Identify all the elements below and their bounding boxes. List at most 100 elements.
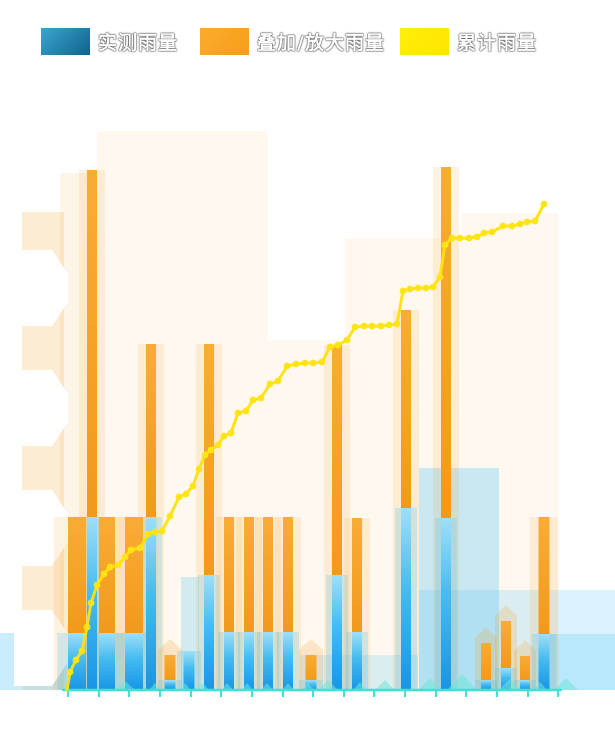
- measured-rain-bar: [401, 508, 411, 690]
- axis-triangle-decoration: [302, 683, 314, 690]
- cumulative-rain-point: [301, 359, 309, 367]
- amplified-rain-bar: [224, 517, 234, 632]
- cumulative-rain-point: [195, 465, 203, 473]
- cumulative-rain-point: [292, 360, 300, 368]
- cumulative-rain-point: [106, 563, 114, 571]
- measured-rain-bar: [204, 575, 214, 690]
- cumulative-rain-point: [436, 273, 444, 281]
- cumulative-rain-point: [480, 229, 488, 237]
- cumulative-rain-point: [422, 284, 430, 292]
- cumulative-rain-point: [166, 512, 174, 520]
- cumulative-rain-point: [87, 599, 95, 607]
- measured-rain-bar: [183, 651, 195, 690]
- measured-rain-bar: [481, 680, 491, 690]
- cumulative-rain-point: [429, 283, 437, 291]
- amplified-rain-bar: [520, 656, 530, 680]
- measured-rain-bar: [164, 680, 176, 690]
- hex-cutout-decoration: [14, 370, 68, 446]
- cumulative-rain-point: [182, 490, 190, 498]
- axis-triangle-decoration: [241, 683, 253, 690]
- amplified-rain-bar: [538, 517, 550, 634]
- cumulative-rain-point: [488, 228, 496, 236]
- cumulative-rain-point: [540, 200, 548, 208]
- measured-rain-bar: [501, 668, 511, 690]
- axis-triangle-decoration: [179, 683, 191, 690]
- blue-backdrop: [419, 590, 615, 690]
- axis-triangle-decoration: [261, 683, 273, 690]
- amplified-rain-bar: [204, 344, 214, 575]
- axis-triangle-decoration: [353, 682, 367, 690]
- cumulative-rain-point: [93, 581, 101, 589]
- cumulative-rain-point: [151, 528, 159, 536]
- axis-triangle-decoration: [115, 681, 135, 690]
- cumulative-rain-point: [351, 323, 359, 331]
- legend-label-amplified: 叠加/放大雨量: [257, 32, 385, 54]
- cumulative-rain-point: [242, 407, 250, 415]
- cumulative-rain-point: [189, 482, 197, 490]
- cumulative-rain-point: [516, 220, 524, 228]
- cumulative-rain-point: [465, 234, 473, 242]
- cumulative-rain-point: [448, 234, 456, 242]
- axis-triangle-decoration: [419, 678, 441, 690]
- measured-rain-bar: [352, 632, 362, 690]
- amplified-rain-bar: [401, 310, 411, 508]
- cumulative-rain-point: [368, 322, 376, 330]
- cumulative-rain-point: [393, 320, 401, 328]
- cumulative-rain-point: [334, 341, 342, 349]
- cumulative-rain-point: [207, 446, 215, 454]
- amplified-rain-bar: [68, 517, 86, 633]
- cumulative-rain-point: [214, 441, 222, 449]
- amplified-rain-bar: [332, 345, 342, 575]
- cumulative-rain-point: [385, 321, 393, 329]
- cumulative-rain-swatch-icon: [400, 28, 449, 55]
- cumulative-rain-point: [220, 432, 228, 440]
- amplified-rain-swatch-icon: [200, 28, 249, 55]
- cumulative-rain-point: [144, 530, 152, 538]
- hex-cutout-decoration: [14, 490, 68, 566]
- measured-rain-bar: [520, 680, 530, 690]
- cumulative-rain-point: [249, 396, 257, 404]
- cumulative-rain-point: [274, 377, 282, 385]
- cumulative-rain-point: [83, 623, 91, 631]
- measured-rain-bar: [244, 632, 254, 690]
- legend-item-measured[interactable]: 实测雨量: [41, 28, 178, 55]
- chart-legend: 实测雨量 叠加/放大雨量 累计雨量: [0, 0, 615, 70]
- amplified-rain-bar: [263, 517, 273, 632]
- amplified-rain-bar: [125, 517, 143, 633]
- legend-label-measured: 实测雨量: [98, 32, 179, 54]
- cumulative-rain-point: [523, 218, 531, 226]
- measured-rain-bar: [332, 575, 342, 690]
- measured-rain-bar: [146, 517, 156, 690]
- amplified-rain-bar: [146, 344, 156, 517]
- hex-cutout-decoration: [14, 250, 68, 326]
- legend-item-amplified[interactable]: 叠加/放大雨量: [200, 28, 385, 55]
- axis-triangle-decoration: [498, 679, 522, 690]
- amplified-rain-bar: [441, 167, 451, 518]
- cumulative-rain-point: [136, 544, 144, 552]
- cumulative-rain-point: [343, 336, 351, 344]
- cumulative-rain-point: [318, 358, 326, 366]
- cumulative-rain-point: [127, 546, 135, 554]
- amplified-rain-bar: [305, 655, 317, 680]
- axis-triangle-decoration: [221, 683, 233, 690]
- blue-backdrop: [548, 634, 615, 690]
- measured-rain-swatch-icon: [41, 28, 90, 55]
- cumulative-rain-point: [72, 656, 80, 664]
- axis-triangle-decoration: [533, 682, 547, 690]
- cumulative-rain-point: [456, 234, 464, 242]
- hex-cutout-decoration: [14, 610, 68, 686]
- cumulative-rain-point: [121, 553, 129, 561]
- amplified-rain-bar: [283, 517, 293, 632]
- cumulative-rain-point: [201, 451, 209, 459]
- measured-rain-bar: [283, 632, 293, 690]
- amplified-rain-bar: [501, 621, 511, 668]
- axis-triangle-decoration: [554, 678, 578, 690]
- cumulative-rain-point: [158, 527, 166, 535]
- cumulative-rain-point: [531, 217, 539, 225]
- legend-item-cumulative[interactable]: 累计雨量: [400, 28, 537, 55]
- cumulative-rain-point: [227, 429, 235, 437]
- axis-triangle-decoration: [282, 683, 294, 690]
- cumulative-rain-point: [257, 394, 265, 402]
- legend-label-cumulative: 累计雨量: [457, 32, 538, 54]
